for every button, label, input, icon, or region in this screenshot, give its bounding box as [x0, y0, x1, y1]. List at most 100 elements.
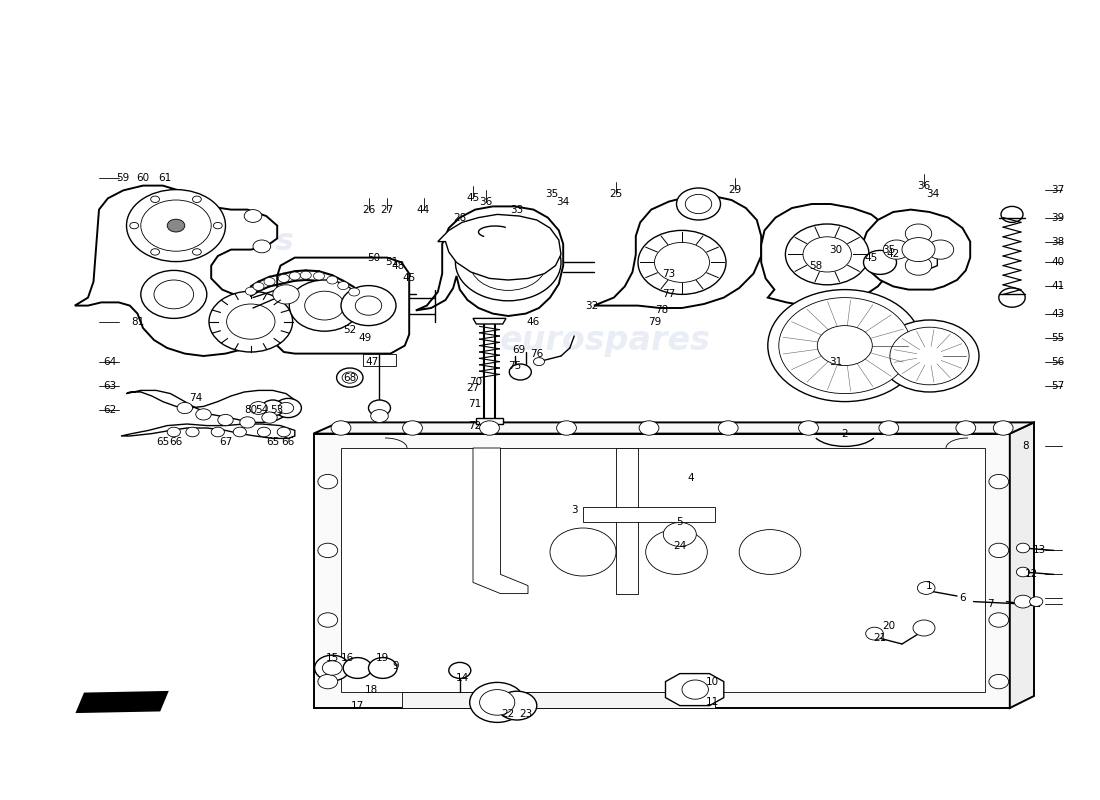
Circle shape [768, 290, 922, 402]
Circle shape [779, 298, 911, 394]
Polygon shape [126, 390, 295, 422]
Polygon shape [314, 422, 1034, 434]
Circle shape [403, 421, 422, 435]
Text: 19: 19 [376, 653, 389, 662]
Text: 45: 45 [403, 274, 416, 283]
Circle shape [739, 530, 801, 574]
Text: 35: 35 [546, 189, 559, 198]
Text: 27: 27 [466, 383, 480, 393]
Text: 79: 79 [648, 317, 661, 326]
Text: 49: 49 [359, 333, 372, 342]
Circle shape [449, 662, 471, 678]
Circle shape [257, 427, 271, 437]
Text: 17: 17 [351, 701, 364, 710]
Text: 4: 4 [688, 474, 694, 483]
Circle shape [278, 274, 289, 282]
Circle shape [480, 690, 515, 715]
Circle shape [803, 237, 851, 272]
Polygon shape [438, 214, 561, 280]
Text: 2: 2 [842, 429, 848, 438]
Circle shape [355, 296, 382, 315]
Text: 74: 74 [189, 394, 202, 403]
Circle shape [663, 522, 696, 546]
Text: 53: 53 [271, 405, 284, 414]
Circle shape [250, 402, 267, 414]
Circle shape [300, 271, 311, 279]
Text: eurospares: eurospares [101, 227, 295, 256]
Text: 69: 69 [513, 346, 526, 355]
Circle shape [233, 427, 246, 437]
Text: 12: 12 [1025, 570, 1038, 579]
Circle shape [470, 234, 547, 290]
Text: 30: 30 [829, 245, 843, 254]
Circle shape [275, 398, 301, 418]
Circle shape [349, 288, 360, 296]
Circle shape [264, 278, 275, 286]
Circle shape [218, 414, 233, 426]
Circle shape [557, 421, 576, 435]
Text: 78: 78 [656, 306, 669, 315]
Circle shape [817, 326, 872, 366]
Circle shape [639, 421, 659, 435]
Circle shape [1016, 567, 1030, 577]
Text: 21: 21 [873, 634, 887, 643]
Text: 81: 81 [131, 317, 144, 326]
Circle shape [245, 287, 256, 295]
Circle shape [186, 427, 199, 437]
Text: 56: 56 [1052, 357, 1065, 366]
Text: 48: 48 [392, 261, 405, 270]
Circle shape [371, 410, 388, 422]
Text: 47: 47 [365, 357, 378, 366]
Text: 3: 3 [571, 506, 578, 515]
Circle shape [550, 528, 616, 576]
Circle shape [927, 240, 954, 259]
Circle shape [141, 270, 207, 318]
Text: 22: 22 [502, 709, 515, 718]
Circle shape [890, 327, 969, 385]
Circle shape [368, 658, 397, 678]
Polygon shape [77, 692, 167, 712]
Text: 60: 60 [136, 173, 150, 182]
Circle shape [470, 682, 525, 722]
Text: 27: 27 [381, 205, 394, 214]
Polygon shape [473, 448, 528, 594]
Text: 76: 76 [530, 349, 543, 358]
Polygon shape [862, 210, 970, 290]
Text: 72: 72 [469, 421, 482, 430]
Text: 6: 6 [959, 594, 966, 603]
Circle shape [864, 250, 896, 274]
Text: 25: 25 [609, 189, 623, 198]
Circle shape [126, 190, 226, 262]
Circle shape [192, 196, 201, 202]
Circle shape [534, 358, 544, 366]
Polygon shape [1010, 422, 1034, 708]
Polygon shape [476, 418, 503, 424]
Circle shape [262, 412, 277, 423]
Circle shape [497, 691, 537, 720]
Circle shape [880, 320, 979, 392]
Circle shape [989, 613, 1009, 627]
Text: 34: 34 [926, 189, 939, 198]
Circle shape [227, 304, 275, 339]
Text: 51: 51 [385, 258, 398, 267]
Text: 10: 10 [706, 677, 719, 686]
Text: eurospares: eurospares [499, 323, 711, 357]
Text: 15: 15 [326, 653, 339, 662]
Circle shape [315, 655, 350, 681]
Text: 16: 16 [341, 653, 354, 662]
Circle shape [244, 210, 262, 222]
Text: 41: 41 [1052, 282, 1065, 291]
Polygon shape [666, 674, 724, 706]
Text: 77: 77 [662, 290, 675, 299]
Circle shape [999, 288, 1025, 307]
Text: 75: 75 [508, 362, 521, 371]
Circle shape [913, 620, 935, 636]
Circle shape [1030, 597, 1043, 606]
Text: 33: 33 [510, 205, 524, 214]
Text: 66: 66 [282, 437, 295, 446]
Circle shape [338, 282, 349, 290]
Text: 59: 59 [117, 173, 130, 182]
Circle shape [151, 196, 160, 202]
Text: 57: 57 [1052, 381, 1065, 390]
Circle shape [718, 421, 738, 435]
